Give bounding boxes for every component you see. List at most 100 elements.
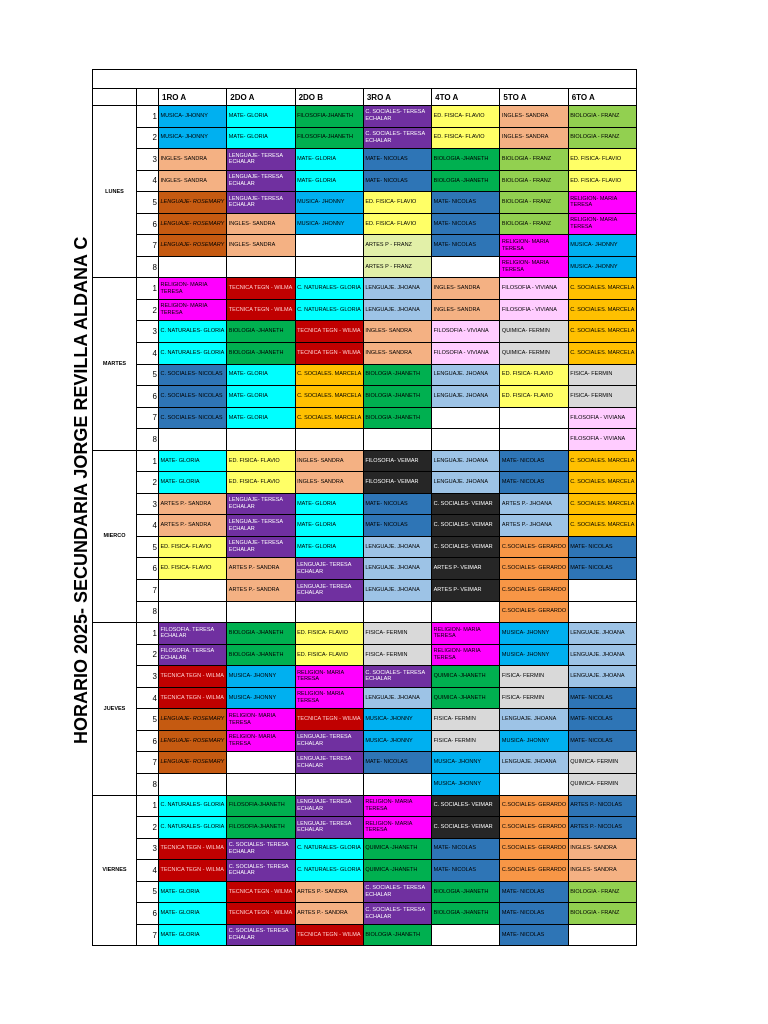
schedule-cell: RELIGION- MARIA TERESA <box>568 213 637 236</box>
schedule-cell: RELIGION- MARIA TERESA <box>227 709 296 731</box>
period-number: 4 <box>137 687 159 710</box>
schedule-cell: FISICA- FERMIN <box>432 709 501 731</box>
schedule-cell: C.SOCIALES- GERARDO <box>500 558 569 581</box>
schedule-cell: C. SOCIALES. MARCELA <box>568 515 637 537</box>
schedule-cell: C. SOCIALES- TERESA ECHALAR <box>363 127 433 150</box>
schedule-cell: ARTES P.- SANDRA <box>295 903 364 925</box>
schedule-cell: ARTES P.- NICOLAS <box>568 795 637 818</box>
schedule-cell: BIOLOGIA - FRANZ <box>500 149 569 171</box>
schedule-cell: LENGUAJE. JHOANA <box>568 644 637 667</box>
schedule-cell: RELIGION- MARIA TERESA <box>227 730 296 753</box>
schedule-cell: FILOSOFIA-JHANETH <box>295 106 364 128</box>
schedule-cell: LENGUAJE- ROSEMARY <box>159 192 228 214</box>
period-number: 4 <box>137 515 159 537</box>
schedule-cell: MATE- GLORIA <box>295 149 364 171</box>
schedule-cell: MATE- GLORIA <box>159 472 228 494</box>
period-number: 5 <box>137 881 159 904</box>
schedule-cell: C. SOCIALES- VEIMAR <box>432 795 501 818</box>
schedule-cell: LENGUAJE. JHOANA <box>363 278 433 300</box>
schedule-cell: MUSICA- JHONNY <box>295 213 364 236</box>
schedule-cell: MATE- GLORIA <box>295 536 364 559</box>
schedule-cell: ED. FISICA- FLAVIO <box>227 450 296 473</box>
schedule-cell: MUSICA- JHONNY <box>568 235 637 257</box>
schedule-cell <box>432 429 501 451</box>
schedule-cell <box>295 235 364 257</box>
schedule-cell: MATE- GLORIA <box>227 407 296 430</box>
schedule-cell: TECNICA TEGN - WILMA <box>295 321 364 344</box>
schedule-cell: BIOLOGIA -JHANETH <box>432 149 501 171</box>
schedule-cell: RELIGION- MARIA TERESA <box>159 299 228 322</box>
schedule-cell <box>363 429 433 451</box>
schedule-cell: TECNICA TEGN - WILMA <box>159 860 228 882</box>
schedule-cell: MATE- NICOLAS <box>432 192 501 214</box>
schedule-cell: MUSICA- JHONNY <box>363 730 433 753</box>
schedule-cell: FILOSOFIA - VIVIANA <box>432 321 501 344</box>
period-number: 5 <box>137 536 159 559</box>
column-header: 2DO B <box>295 89 364 106</box>
schedule-cell: MATE- GLORIA <box>295 170 364 193</box>
schedule-cell: C. SOCIALES. MARCELA <box>568 493 637 516</box>
schedule-cell: ED. FISICA- FLAVIO <box>159 558 228 581</box>
schedule-cell: LENGUAJE. JHOANA <box>432 472 501 494</box>
schedule-table: 1RO A 2DO A 2DO B 3RO A 4TO A 5TO A 6TO A LUNES… <box>92 69 637 947</box>
schedule-cell: MUSICA- JHONNY <box>432 773 501 796</box>
schedule-cell <box>227 601 296 624</box>
schedule-cell <box>432 256 501 279</box>
schedule-cell: C.SOCIALES- GERARDO <box>500 601 569 624</box>
schedule-cell: C. SOCIALES- TERESA ECHALAR <box>363 106 433 128</box>
schedule-cell: C. SOCIALES. MARCELA <box>568 278 637 300</box>
schedule-cell: QUIMICA -JHANETH <box>363 838 433 861</box>
schedule-cell: ARTES P- VEIMAR <box>432 580 501 602</box>
period-number: 1 <box>137 795 159 818</box>
schedule-cell: LENGUAJE- TERESA ECHALAR <box>227 170 296 193</box>
period-number: 1 <box>137 278 159 300</box>
period-number: 2 <box>137 817 159 839</box>
period-number: 7 <box>137 235 159 257</box>
period-number: 3 <box>137 149 159 171</box>
schedule-cell: LENGUAJE- TERESA ECHALAR <box>227 536 296 559</box>
schedule-cell: LENGUAJE- ROSEMARY <box>159 730 228 753</box>
schedule-cell: MATE- NICOLAS <box>363 515 433 537</box>
column-header: 1RO A <box>159 89 228 106</box>
schedule-cell: C.SOCIALES- GERARDO <box>500 860 569 882</box>
schedule-cell: QUIMICA- FERMIN <box>500 343 569 365</box>
day-header <box>93 89 137 106</box>
schedule-cell: BIOLOGIA -JHANETH <box>363 407 433 430</box>
period-number: 6 <box>137 903 159 925</box>
schedule-cell: MATE- NICOLAS <box>568 709 637 731</box>
schedule-cell: MATE- GLORIA <box>159 903 228 925</box>
period-number: 7 <box>137 924 159 947</box>
schedule-cell: LENGUAJE. JHOANA <box>432 386 501 408</box>
schedule-cell <box>568 580 637 602</box>
schedule-cell: C. NATURALES- GLORIA <box>295 299 364 322</box>
schedule-cell: MATE- NICOLAS <box>432 838 501 861</box>
schedule-cell: BIOLOGIA -JHANETH <box>432 881 501 904</box>
schedule-cell: MATE- NICOLAS <box>432 213 501 236</box>
schedule-cell: INGLES- SANDRA <box>363 321 433 344</box>
schedule-cell: C. SOCIALES- NICOLAS <box>159 364 228 387</box>
schedule-cell: C. SOCIALES- NICOLAS <box>159 386 228 408</box>
schedule-cell: C. SOCIALES. MARCELA <box>568 472 637 494</box>
schedule-cell: C. SOCIALES- TERESA ECHALAR <box>363 666 433 688</box>
schedule-cell: ARTES P.- SANDRA <box>227 558 296 581</box>
schedule-cell: BIOLOGIA - FRANZ <box>500 192 569 214</box>
schedule-cell: LENGUAJE. JHOANA <box>568 666 637 688</box>
schedule-cell: TECNICA TEGN - WILMA <box>227 299 296 322</box>
schedule-cell: BIOLOGIA - FRANZ <box>568 127 637 150</box>
schedule-cell: MATE- NICOLAS <box>432 860 501 882</box>
schedule-cell: ARTES P.- JHOANA <box>500 493 569 516</box>
schedule-cell: C. NATURALES- GLORIA <box>295 278 364 300</box>
schedule-cell: MATE- NICOLAS <box>568 687 637 710</box>
schedule-cell: BIOLOGIA - FRANZ <box>568 106 637 128</box>
schedule-cell: C. SOCIALES. MARCELA <box>568 343 637 365</box>
schedule-cell: BIOLOGIA -JHANETH <box>432 170 501 193</box>
schedule-cell: LENGUAJE- TERESA ECHALAR <box>295 558 364 581</box>
schedule-cell: ED. FISICA- FLAVIO <box>295 623 364 645</box>
schedule-cell: BIOLOGIA - FRANZ <box>500 170 569 193</box>
schedule-cell: C. SOCIALES- TERESA ECHALAR <box>227 860 296 882</box>
schedule-cell: MUSICA- JHONNY <box>159 127 228 150</box>
column-header: 3RO A <box>363 89 433 106</box>
schedule-cell: FILOSOFIA - VIVIANA <box>500 278 569 300</box>
schedule-cell: TECNICA TEGN - WILMA <box>159 687 228 710</box>
schedule-cell: LENGUAJE. JHOANA <box>500 709 569 731</box>
